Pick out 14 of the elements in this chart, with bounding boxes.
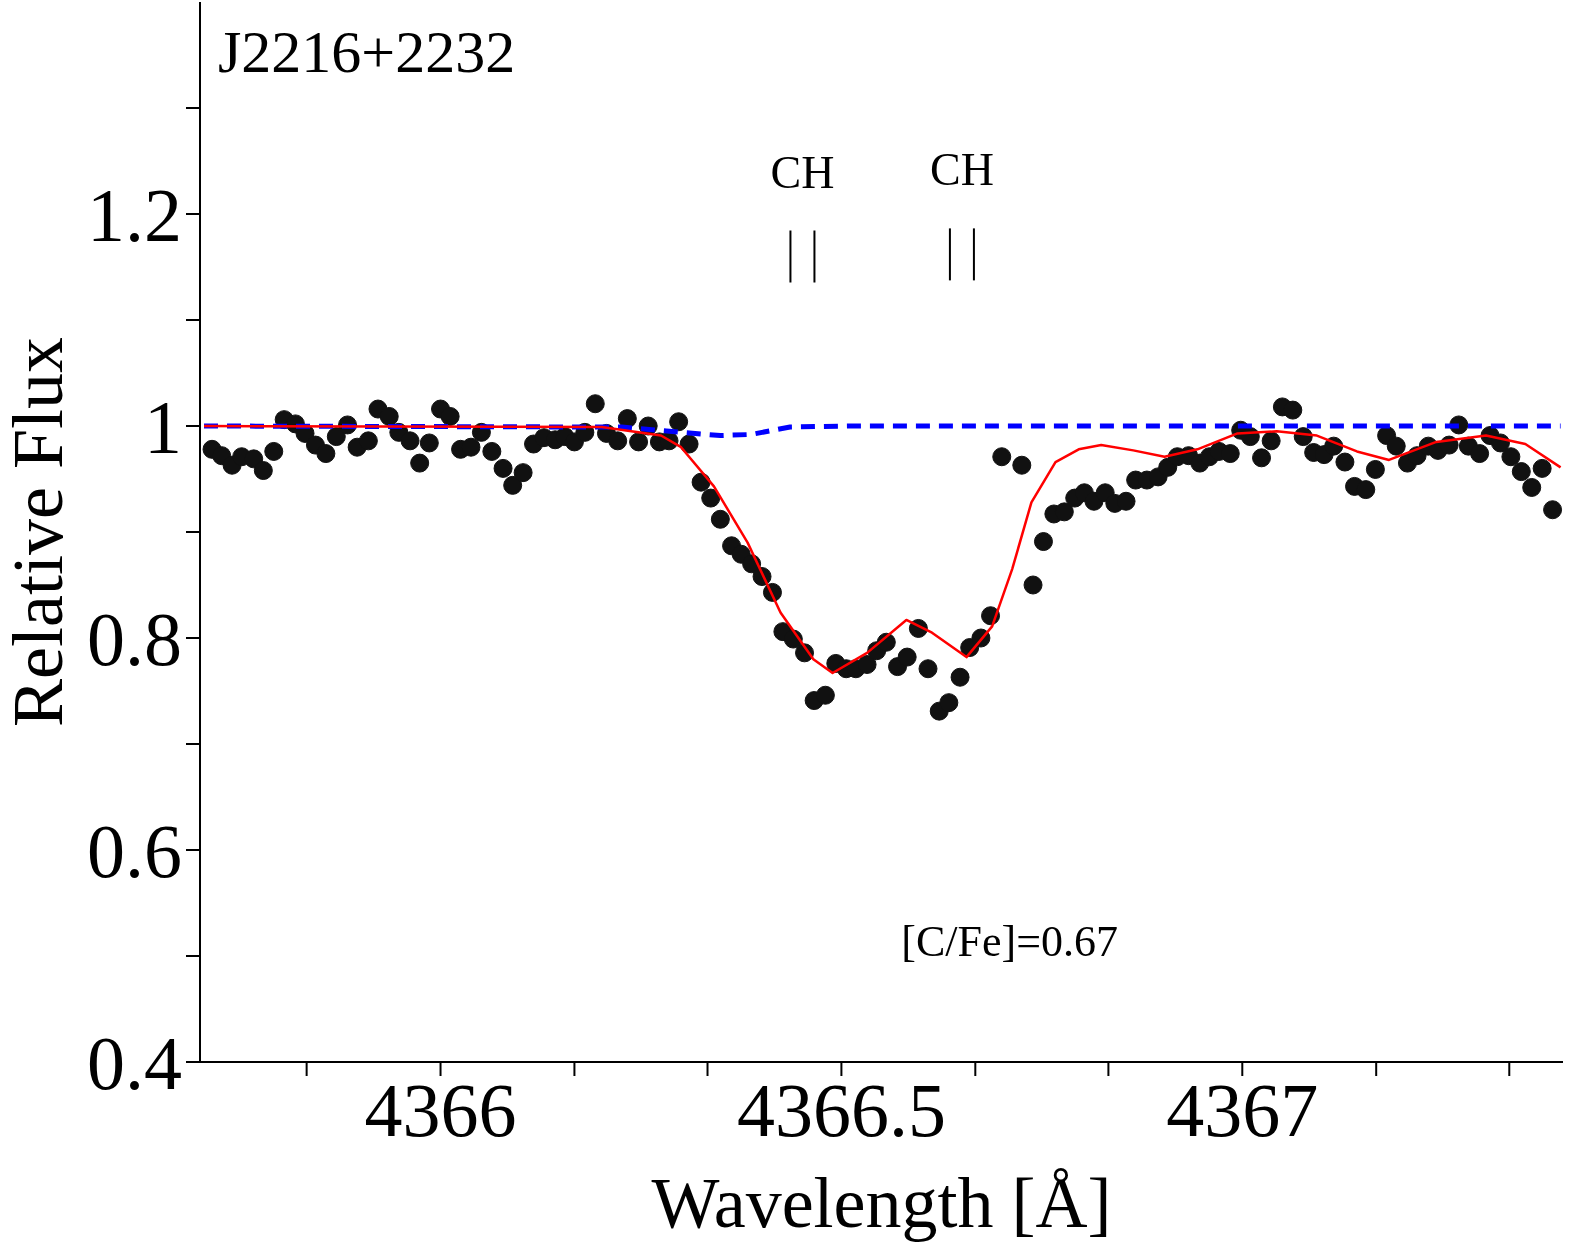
annotation: CH (770, 146, 835, 198)
chart-title: J2216+2232 (218, 19, 516, 85)
y-tick-label: 1 (144, 384, 182, 469)
x-tick-label: 4367 (1166, 1067, 1319, 1152)
x-axis-title: Wavelength [Å] (651, 1163, 1112, 1243)
x-tick-label: 4366 (364, 1067, 517, 1152)
annotation: [C/Fe]=0.67 (901, 917, 1118, 966)
x-tick-label: 4366.5 (736, 1067, 946, 1152)
y-tick-label: 0.8 (87, 596, 182, 681)
y-tick-label: 1.2 (87, 172, 182, 257)
y-tick-label: 0.6 (87, 808, 182, 893)
y-tick-label: 0.4 (87, 1020, 182, 1105)
y-axis-title: Relative Flux (0, 337, 78, 727)
annotation: CH (929, 144, 994, 196)
